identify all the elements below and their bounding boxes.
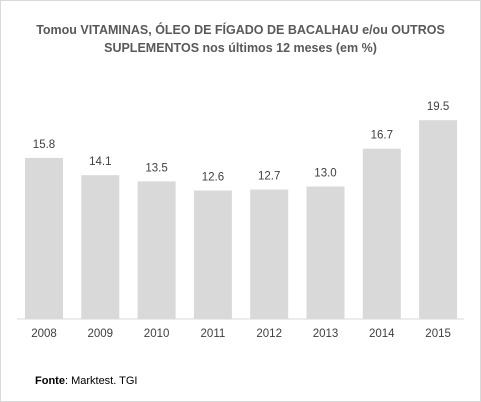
data-label-2015: 19.5 [427, 101, 449, 113]
bar-2008 [25, 157, 63, 319]
x-tick-label-2014: 2014 [369, 328, 395, 340]
data-label-2012: 12.7 [258, 171, 280, 183]
x-tick-label-2013: 2013 [313, 328, 339, 340]
chart-title-line-2: SUPLEMENTOS nos últimos 12 meses (em %) [104, 41, 377, 55]
chart-title: Tomou VITAMINAS, ÓLEO DE FÍGADO DE BACAL… [0, 21, 481, 57]
data-label-2009: 14.1 [89, 156, 111, 168]
x-tick-label-2008: 2008 [31, 328, 57, 340]
bar-2011 [193, 190, 232, 319]
source-label: Fonte [35, 375, 65, 387]
chart-title-line-1: Tomou VITAMINAS, ÓLEO DE FÍGADO DE BACAL… [36, 23, 445, 37]
data-label-2013: 13.0 [314, 168, 336, 180]
x-tick-label-2011: 2011 [201, 328, 226, 340]
source-text: : Marktest. TGI [64, 375, 138, 387]
data-label-2008: 15.8 [33, 139, 55, 151]
x-tick-label-2010: 2010 [144, 328, 170, 340]
source-note: Fonte: Marktest. TGI [35, 375, 137, 387]
bar-2013 [306, 186, 345, 319]
data-label-2011: 12.6 [202, 172, 224, 184]
bar-2014 [362, 148, 401, 319]
x-tick-label-2015: 2015 [425, 328, 451, 340]
bar-2009 [81, 175, 120, 319]
bar-2015 [419, 120, 458, 319]
bar-2012 [250, 189, 289, 319]
bar-2010 [137, 181, 176, 319]
data-label-2014: 16.7 [371, 130, 393, 142]
data-label-2010: 13.5 [145, 162, 167, 174]
x-tick-label-2009: 2009 [88, 328, 114, 340]
x-tick-label-2012: 2012 [256, 328, 282, 340]
